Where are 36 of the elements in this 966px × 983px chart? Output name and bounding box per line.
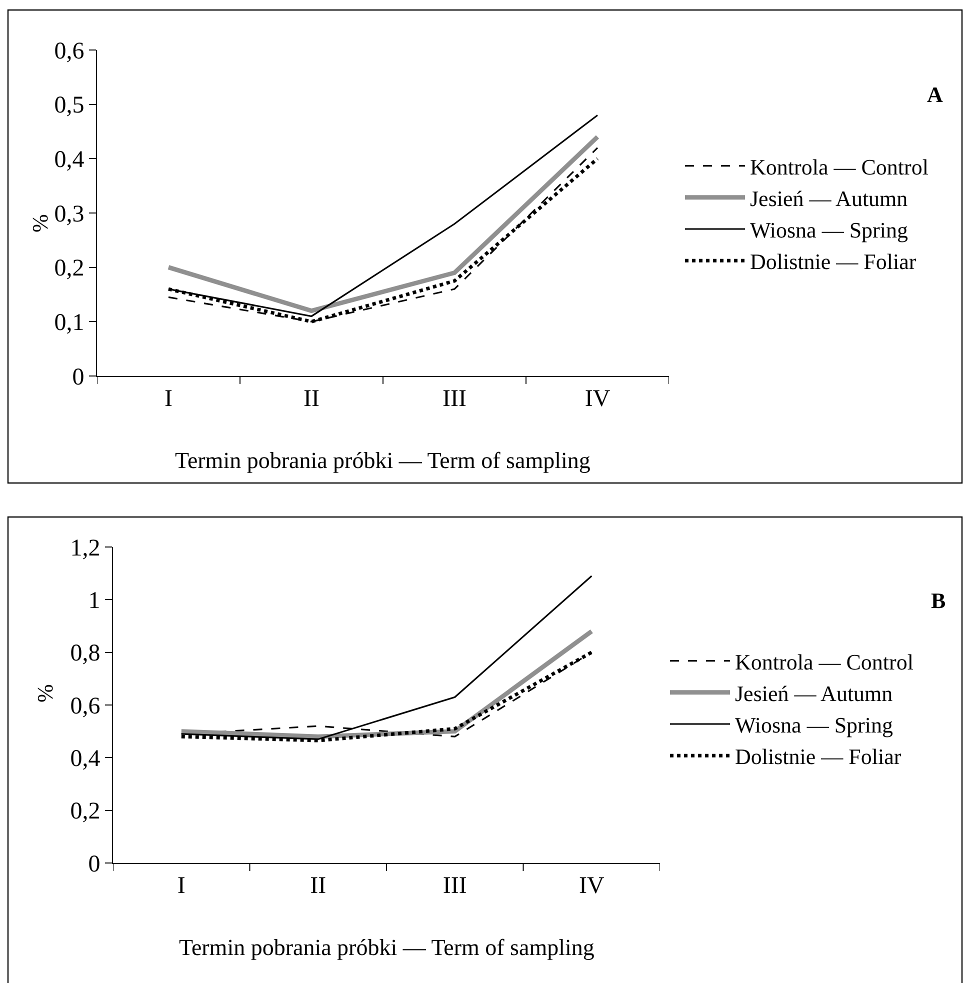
legend-label: Wiosna — Spring <box>750 218 908 243</box>
x-axis-title: Termin pobrania próbki — Term of sampling <box>175 448 591 473</box>
y-tick-label: 1,2 <box>70 535 100 562</box>
legend-label: Kontrola — Control <box>735 649 914 674</box>
legend-label: Dolistnie — Foliar <box>735 744 902 770</box>
legend-label: Jesień — Autumn <box>735 680 893 706</box>
text: B <box>931 588 946 613</box>
y-tick-label: 1 <box>88 588 100 614</box>
legend-label: Wiosna — Spring <box>735 712 893 738</box>
y-tick-label: 0,4 <box>70 746 100 772</box>
y-tick-label: 0 <box>88 851 100 878</box>
y-tick-label: 0,6 <box>70 693 100 720</box>
legend-label: Dolistnie — Foliar <box>750 249 917 274</box>
y-tick-label: 0 <box>72 364 84 390</box>
y-tick-label: 0,2 <box>70 798 100 825</box>
y-tick-label: 0,2 <box>54 256 84 282</box>
y-axis-title: % <box>32 684 58 702</box>
x-tick-label: II <box>304 386 320 412</box>
legend-label: Jesień — Autumn <box>750 186 908 211</box>
x-tick-label: II <box>310 872 326 899</box>
y-tick-label: 0,3 <box>54 201 84 228</box>
y-axis-title: % <box>28 214 52 232</box>
x-tick-label: IV <box>584 386 611 412</box>
x-tick-label: III <box>442 386 466 412</box>
x-tick-label: IV <box>578 872 605 899</box>
y-tick-label: 0,8 <box>70 640 100 667</box>
legend-label: Kontrola — Control <box>750 154 928 180</box>
x-axis-title: Termin pobrania próbki — Term of sampling <box>179 935 595 960</box>
y-tick-label: 0,6 <box>54 38 84 64</box>
y-tick-label: 0,5 <box>54 92 84 119</box>
x-tick-label: I <box>177 872 186 899</box>
x-tick-label: I <box>164 386 172 412</box>
y-tick-label: 0,1 <box>54 310 84 336</box>
text: A <box>927 82 943 107</box>
x-tick-label: III <box>442 872 467 899</box>
y-tick-label: 0,4 <box>54 147 84 174</box>
